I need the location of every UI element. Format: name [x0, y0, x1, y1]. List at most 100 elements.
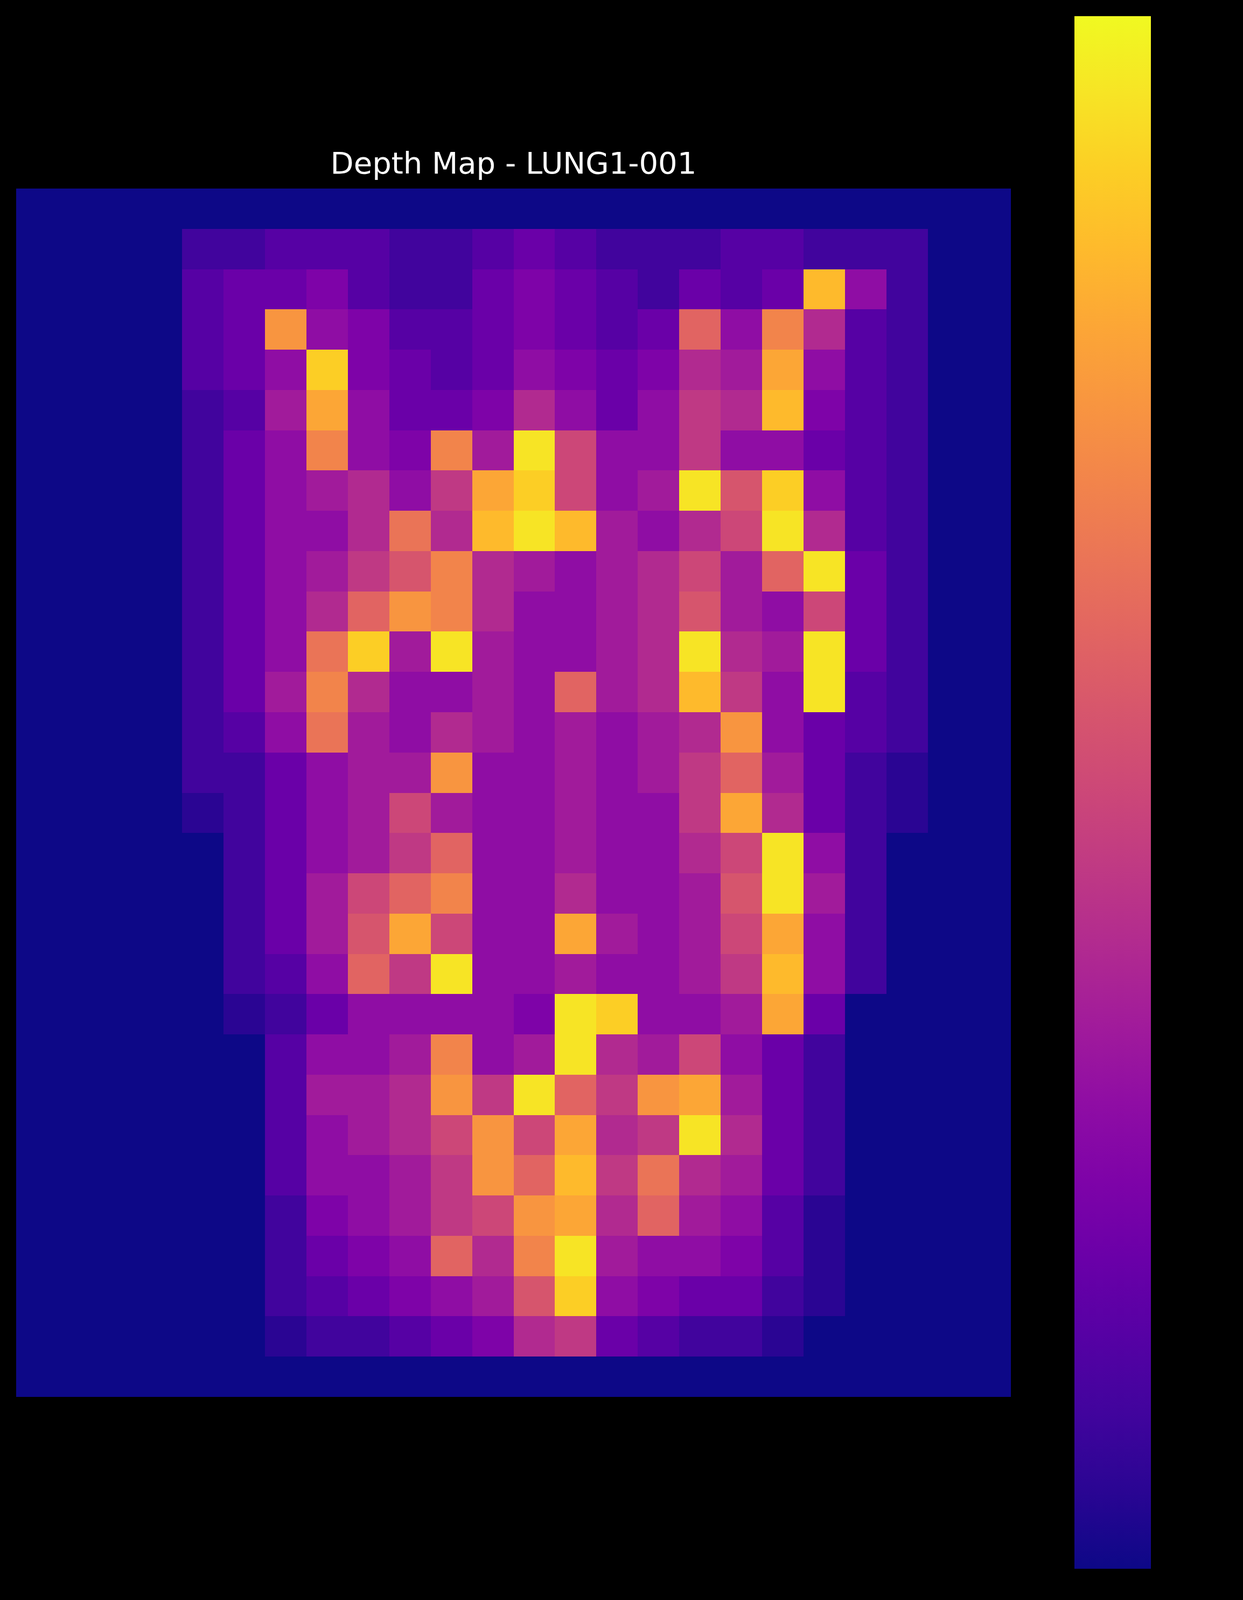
- heatmap-cell: [596, 228, 639, 270]
- heatmap-cell: [57, 711, 100, 753]
- heatmap-cell: [679, 269, 722, 310]
- heatmap-cell: [927, 269, 970, 310]
- heatmap-cell: [596, 550, 639, 592]
- heatmap-cell: [513, 389, 556, 431]
- heatmap-cell: [223, 389, 266, 431]
- heatmap-cell: [182, 309, 225, 350]
- heatmap-cell: [886, 1154, 929, 1196]
- heatmap-cell: [264, 1154, 307, 1196]
- heatmap-cell: [140, 389, 183, 431]
- heatmap-cell: [140, 591, 183, 632]
- heatmap-cell: [637, 1235, 680, 1276]
- heatmap-cell: [99, 993, 142, 1035]
- heatmap-cell: [679, 430, 722, 471]
- heatmap-cell: [306, 309, 349, 350]
- heatmap-cell: [679, 711, 722, 753]
- heatmap-cell: [306, 752, 349, 793]
- heatmap-cell: [845, 1154, 888, 1196]
- heatmap-cell: [927, 1315, 970, 1357]
- heatmap-cell: [182, 1114, 225, 1156]
- heatmap-cell: [803, 1235, 846, 1276]
- background: [0, 0, 1243, 1600]
- heatmap-cell: [513, 269, 556, 310]
- heatmap-cell: [886, 1315, 929, 1357]
- heatmap-cell: [554, 389, 597, 431]
- heatmap-cell: [57, 993, 100, 1035]
- heatmap-cell: [927, 832, 970, 874]
- heatmap-cell: [16, 1034, 59, 1075]
- heatmap-cell: [969, 510, 1011, 551]
- heatmap-cell: [720, 1315, 763, 1357]
- heatmap-cell: [762, 1074, 805, 1115]
- heatmap-cell: [389, 792, 432, 834]
- heatmap-cell: [347, 510, 390, 551]
- heatmap-cell: [762, 1195, 805, 1236]
- heatmap-cell: [57, 792, 100, 834]
- heatmap-cell: [720, 873, 763, 914]
- heatmap-cell: [347, 349, 390, 390]
- heatmap-cell: [845, 1114, 888, 1156]
- heatmap-cell: [472, 993, 515, 1035]
- heatmap-cell: [969, 752, 1011, 793]
- heatmap-cell: [679, 631, 722, 672]
- heatmap-cell: [637, 1356, 680, 1397]
- heatmap-cell: [140, 349, 183, 390]
- heatmap-cell: [264, 269, 307, 310]
- heatmap-cell: [720, 269, 763, 310]
- heatmap-cell: [720, 309, 763, 350]
- heatmap-cell: [513, 631, 556, 672]
- heatmap-cell: [886, 671, 929, 712]
- heatmap-cell: [430, 470, 473, 511]
- heatmap-cell: [637, 1195, 680, 1236]
- heatmap-cell: [762, 1275, 805, 1317]
- heatmap-cell: [720, 1114, 763, 1156]
- heatmap-cell: [472, 228, 515, 270]
- heatmap-cell: [513, 913, 556, 954]
- heatmap-cell: [596, 430, 639, 471]
- heatmap-cell: [720, 470, 763, 511]
- heatmap-cell: [720, 591, 763, 632]
- heatmap-cell: [16, 470, 59, 511]
- heatmap-cell: [57, 309, 100, 350]
- heatmap-cell: [720, 1235, 763, 1276]
- heatmap-cell: [886, 752, 929, 793]
- heatmap-cell: [472, 1034, 515, 1075]
- heatmap-cell: [16, 671, 59, 712]
- heatmap-cell: [140, 1114, 183, 1156]
- heatmap-cell: [596, 953, 639, 995]
- heatmap-cell: [347, 832, 390, 874]
- heatmap-cell: [264, 470, 307, 511]
- heatmap-cell: [223, 913, 266, 954]
- heatmap-cell: [472, 309, 515, 350]
- heatmap-cell: [637, 631, 680, 672]
- heatmap-cell: [554, 188, 597, 229]
- heatmap-cell: [845, 269, 888, 310]
- heatmap-cell: [720, 1195, 763, 1236]
- heatmap-cell: [16, 1275, 59, 1317]
- heatmap-cell: [223, 228, 266, 270]
- heatmap-cell: [886, 1074, 929, 1115]
- heatmap-cell: [845, 228, 888, 270]
- heatmap-cell: [389, 631, 432, 672]
- heatmap-cell: [223, 1275, 266, 1317]
- heatmap-cell: [679, 309, 722, 350]
- heatmap-cell: [140, 1074, 183, 1115]
- heatmap-cell: [264, 671, 307, 712]
- heatmap-cell: [720, 993, 763, 1035]
- heatmap-cell: [596, 993, 639, 1035]
- heatmap-cell: [969, 349, 1011, 390]
- heatmap-cell: [389, 309, 432, 350]
- heatmap-cell: [389, 913, 432, 954]
- heatmap-cell: [389, 1114, 432, 1156]
- heatmap-cell: [886, 631, 929, 672]
- heatmap-cell: [140, 832, 183, 874]
- heatmap-cell: [513, 1275, 556, 1317]
- heatmap-cell: [762, 228, 805, 270]
- heatmap-cell: [306, 993, 349, 1035]
- heatmap-cell: [347, 671, 390, 712]
- heatmap-cell: [554, 752, 597, 793]
- heatmap-cell: [182, 631, 225, 672]
- heatmap-cell: [762, 510, 805, 551]
- heatmap-cell: [57, 1195, 100, 1236]
- heatmap-cell: [57, 269, 100, 310]
